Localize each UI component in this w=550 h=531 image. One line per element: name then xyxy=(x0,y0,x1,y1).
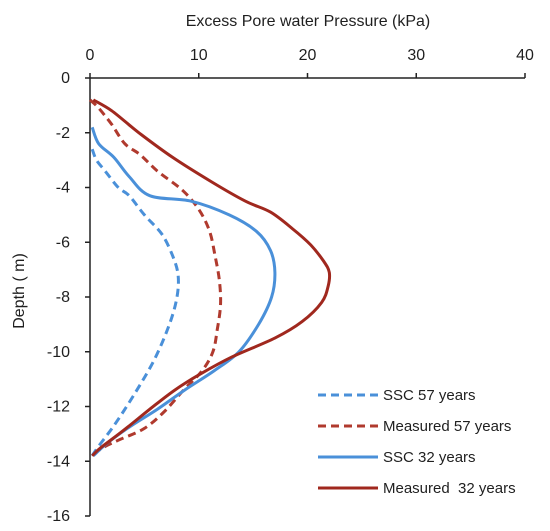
y-tick-label: -2 xyxy=(56,125,70,142)
series-ssc-32-years-line xyxy=(90,126,277,457)
x-tick-label: 20 xyxy=(299,47,317,64)
legend-label-ssc-57: SSC 57 years xyxy=(383,387,476,404)
series-layer xyxy=(88,98,332,457)
legend-label-ssc-32: SSC 32 years xyxy=(383,449,476,466)
y-tick-label: -8 xyxy=(56,289,70,306)
series-ssc-57-years-line xyxy=(90,148,180,457)
y-tick-label: -16 xyxy=(47,508,70,525)
x-axis-title: Excess Pore water Pressure (kPa) xyxy=(186,13,431,30)
x-tick-label: 40 xyxy=(516,47,534,64)
y-tick-label: -6 xyxy=(56,234,70,251)
x-tick-label: 0 xyxy=(86,47,95,64)
legend: SSC 57 years Measured 57 years SSC 32 ye… xyxy=(318,387,516,497)
x-tick-label: 10 xyxy=(190,47,208,64)
legend-label-measured-57: Measured 57 years xyxy=(383,418,511,435)
series-measured-32-years-line xyxy=(91,98,332,457)
y-axis: 0 -2 -4 -6 -8 -10 -12 -14 -16 xyxy=(47,70,91,525)
y-tick-label: -12 xyxy=(47,399,70,416)
y-tick-label: -10 xyxy=(47,344,70,361)
y-tick-label: -4 xyxy=(56,180,70,197)
x-axis: 0 10 20 30 40 xyxy=(86,47,534,79)
y-axis-title: Depth ( m) xyxy=(11,253,28,329)
legend-label-measured-32: Measured 32 years xyxy=(383,480,516,497)
x-tick-label: 30 xyxy=(407,47,425,64)
y-tick-label: 0 xyxy=(61,70,70,87)
y-tick-label: -14 xyxy=(47,453,70,470)
